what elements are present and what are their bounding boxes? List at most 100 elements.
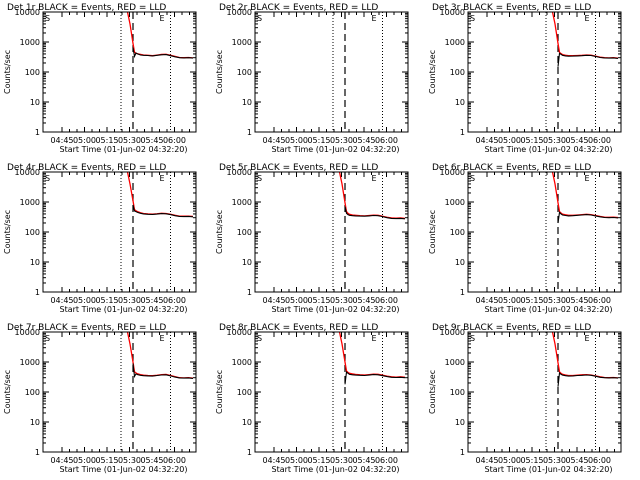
x-tick-label: 05:15: [95, 456, 118, 465]
x-tick-label: 05:00: [498, 136, 521, 145]
y-tick-label: 10: [455, 98, 465, 107]
x-tick-label: 05:30: [330, 456, 353, 465]
x-tick-label: 05:30: [543, 456, 566, 465]
x-tick-label: 06:00: [375, 136, 398, 145]
y-tick-label: 10: [242, 98, 252, 107]
y-tick-label: 1: [35, 448, 40, 457]
plot-frame: [254, 331, 409, 453]
y-axis-label: Counts/sec: [215, 210, 224, 254]
y-tick-label: 10: [242, 418, 252, 427]
start-marker-label: S: [257, 334, 262, 343]
x-tick-label: 06:00: [163, 136, 186, 145]
y-tick-label: 1: [460, 128, 465, 137]
end-marker-label: E: [585, 334, 590, 343]
x-tick-label: 04:45: [262, 456, 285, 465]
x-tick-label: 05:15: [307, 456, 330, 465]
y-tick-label: 100: [237, 68, 252, 77]
y-tick-label: 1: [247, 128, 252, 137]
y-axis-label: Counts/sec: [428, 370, 437, 414]
y-tick-label: 10000: [440, 168, 465, 177]
series-events-line: [557, 211, 619, 224]
x-tick-label: 05:30: [543, 296, 566, 305]
x-tick-label: 05:15: [95, 136, 118, 145]
y-tick-label: 10: [455, 258, 465, 267]
panel-title: Det 7r BLACK = Events, RED = LLD: [7, 323, 166, 333]
x-axis-label: Start Time (01-Jun-02 04:32:20): [60, 305, 188, 314]
y-axis-label: Counts/sec: [3, 210, 12, 254]
panel-det-4: Det 4r BLACK = Events, RED = LLD Counts/s…: [3, 163, 197, 314]
panel-title: Det 9r BLACK = Events, RED = LLD: [432, 323, 591, 333]
x-axis-label: Start Time (01-Jun-02 04:32:20): [272, 465, 400, 474]
start-marker-label: S: [45, 174, 50, 183]
y-tick-label: 10: [242, 258, 252, 267]
plot-frame: [42, 171, 197, 293]
x-tick-label: 05:45: [352, 456, 375, 465]
y-axis-label: Counts/sec: [428, 50, 437, 94]
x-tick-label: 04:45: [50, 296, 73, 305]
x-tick-label: 04:45: [475, 296, 498, 305]
x-tick-label: 06:00: [588, 456, 611, 465]
y-tick-label: 1000: [445, 38, 465, 47]
y-axis-label: Counts/sec: [428, 210, 437, 254]
x-tick-label: 05:00: [498, 296, 521, 305]
y-tick-label: 1000: [445, 358, 465, 367]
y-tick-label: 100: [450, 228, 465, 237]
y-tick-label: 10: [455, 418, 465, 427]
x-tick-label: 05:45: [565, 136, 588, 145]
end-marker-label: E: [160, 14, 165, 23]
y-tick-label: 10000: [440, 8, 465, 17]
panel-title: Det 1r BLACK = Events, RED = LLD: [7, 3, 166, 13]
x-tick-label: 06:00: [163, 296, 186, 305]
end-marker-label: E: [160, 334, 165, 343]
y-tick-label: 1000: [20, 38, 40, 47]
x-tick-label: 05:30: [118, 296, 141, 305]
end-marker-label: E: [372, 174, 377, 183]
panel-title: Det 8r BLACK = Events, RED = LLD: [219, 323, 378, 333]
x-tick-label: 05:00: [73, 296, 96, 305]
plot-frame: [42, 11, 197, 133]
series-events-line: [344, 206, 406, 220]
y-axis-label: Counts/sec: [3, 50, 12, 94]
panel-title: Det 4r BLACK = Events, RED = LLD: [7, 163, 166, 173]
end-marker-label: E: [160, 174, 165, 183]
x-tick-label: 05:30: [118, 136, 141, 145]
start-marker-label: S: [470, 174, 475, 183]
panel-title: Det 3r BLACK = Events, RED = LLD: [432, 3, 591, 13]
x-tick-label: 06:00: [588, 136, 611, 145]
x-axis-label: Start Time (01-Jun-02 04:32:20): [485, 145, 613, 154]
y-tick-label: 1000: [232, 358, 252, 367]
x-axis-label: Start Time (01-Jun-02 04:32:20): [60, 465, 188, 474]
panel-det-7: Det 7r BLACK = Events, RED = LLD Counts/s…: [3, 323, 197, 474]
x-axis-label: Start Time (01-Jun-02 04:32:20): [485, 305, 613, 314]
x-tick-label: 05:45: [352, 296, 375, 305]
end-marker-label: E: [372, 334, 377, 343]
y-tick-label: 1: [35, 128, 40, 137]
series-events-line: [557, 52, 619, 67]
y-tick-label: 10: [30, 418, 40, 427]
y-tick-label: 1: [247, 448, 252, 457]
y-tick-label: 10000: [227, 8, 252, 17]
x-tick-label: 05:15: [307, 296, 330, 305]
x-tick-label: 05:15: [520, 136, 543, 145]
x-axis-label: Start Time (01-Jun-02 04:32:20): [272, 305, 400, 314]
start-marker-label: S: [257, 14, 262, 23]
x-tick-label: 04:45: [50, 136, 73, 145]
start-marker-label: S: [45, 14, 50, 23]
y-tick-label: 1: [460, 448, 465, 457]
series-events-line: [132, 47, 194, 59]
x-tick-label: 05:00: [498, 456, 521, 465]
start-marker-label: S: [257, 174, 262, 183]
y-tick-label: 1000: [20, 198, 40, 207]
y-tick-label: 10000: [227, 328, 252, 337]
x-tick-label: 05:15: [95, 296, 118, 305]
plot-frame: [42, 331, 197, 453]
series-events-line: [132, 204, 194, 218]
y-tick-label: 100: [25, 68, 40, 77]
series-events-line: [344, 371, 406, 385]
end-marker-label: E: [585, 14, 590, 23]
y-tick-label: 100: [450, 388, 465, 397]
x-axis-label: Start Time (01-Jun-02 04:32:20): [485, 465, 613, 474]
y-tick-label: 1000: [445, 198, 465, 207]
y-tick-label: 10000: [440, 328, 465, 337]
panel-det-5: Det 5r BLACK = Events, RED = LLD Counts/s…: [215, 163, 409, 314]
